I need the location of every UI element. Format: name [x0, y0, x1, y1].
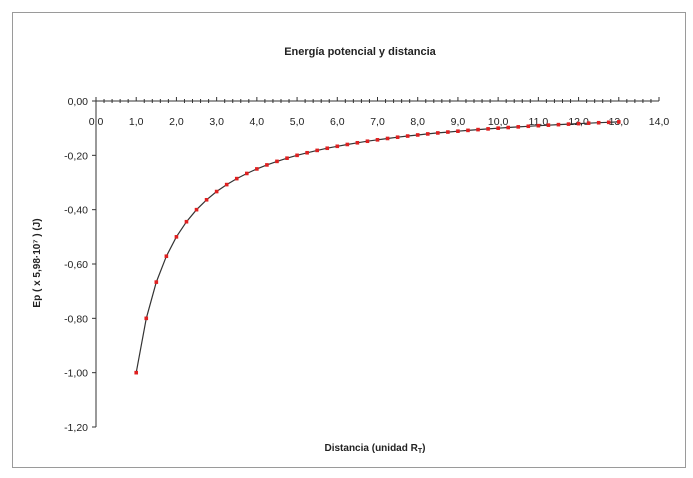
data-point	[164, 254, 169, 259]
data-point	[184, 219, 189, 224]
y-tick-label: -0,20	[64, 150, 88, 162]
y-tick-labels: 0,00 -0,20 -0,40 -0,60 -0,80 -1,00 -1,20	[64, 96, 88, 434]
x-axis-label-main: Distancia (unidad R	[325, 443, 419, 454]
series-markers	[134, 120, 621, 375]
y-tick-label: 0,00	[68, 96, 89, 108]
data-point	[616, 120, 621, 124]
data-point	[425, 132, 430, 136]
y-tick-label: -0,40	[64, 205, 88, 217]
x-tick-labels: 0,01,02,03,04,05,06,07,08,09,010,011,012…	[89, 116, 670, 128]
data-point	[245, 171, 249, 176]
y-tick-label: -0,60	[64, 259, 88, 271]
data-point	[285, 156, 289, 160]
data-point	[486, 127, 490, 131]
chart-title: Energía potencial y distancia	[284, 46, 436, 58]
data-point	[385, 136, 390, 141]
x-tick-label: 5,0	[290, 116, 305, 128]
data-point	[214, 189, 219, 194]
data-point	[596, 120, 601, 125]
x-axis-label-subscript: T	[418, 448, 423, 455]
data-point	[295, 153, 299, 158]
data-point	[476, 127, 480, 132]
data-point	[375, 138, 380, 142]
x-tick-label: 3,0	[209, 116, 224, 128]
data-point	[305, 150, 309, 155]
x-axis-label: Distancia (unidad RT)	[325, 443, 426, 455]
data-point	[566, 122, 571, 126]
x-tick-label: 8,0	[410, 116, 425, 128]
data-point	[606, 120, 611, 125]
x-tick-label: 2,0	[169, 116, 184, 128]
data-point	[275, 159, 279, 164]
data-point	[576, 121, 581, 126]
data-point	[255, 167, 259, 171]
data-point	[556, 122, 561, 127]
y-axis-label: Ep ( x 5,98·10⁷ ) (J)	[32, 218, 43, 307]
series-line	[135, 121, 619, 373]
data-point	[395, 135, 400, 140]
data-point	[345, 142, 350, 147]
x-tick-label: 14,0	[649, 116, 670, 128]
data-point	[436, 131, 440, 135]
data-point	[526, 124, 531, 129]
x-tick-label: 10,0	[488, 116, 509, 128]
data-point	[546, 123, 551, 127]
data-point	[335, 144, 340, 149]
data-point	[365, 139, 370, 144]
data-point	[456, 129, 460, 133]
data-point	[315, 148, 319, 153]
data-point	[224, 182, 229, 187]
data-point	[154, 280, 159, 284]
x-tick-label: 7,0	[370, 116, 385, 128]
data-point	[265, 163, 269, 167]
x-tick-label: 0,0	[89, 116, 104, 128]
data-point	[586, 121, 591, 125]
data-point	[516, 125, 521, 129]
data-point	[144, 316, 149, 321]
data-point	[415, 133, 420, 137]
x-tick-label: 9,0	[451, 116, 466, 128]
data-point	[466, 128, 470, 133]
y-tick-label: -1,20	[64, 422, 88, 434]
data-point	[325, 146, 330, 151]
y-tick-label: -1,00	[64, 368, 88, 380]
chart-frame	[12, 12, 686, 468]
data-point	[174, 235, 179, 239]
data-point	[194, 207, 199, 212]
data-point	[204, 197, 209, 202]
data-point	[446, 130, 450, 134]
x-tick-label: 1,0	[129, 116, 144, 128]
x-tick-label: 6,0	[330, 116, 345, 128]
data-point	[536, 123, 541, 128]
x-tick-label: 4,0	[250, 116, 265, 128]
data-point	[134, 370, 139, 375]
y-tick-label: -0,80	[64, 313, 88, 325]
x-axis-label-end: )	[422, 443, 425, 454]
axes	[92, 97, 660, 428]
data-point	[506, 125, 510, 130]
data-point	[496, 126, 500, 130]
data-point	[355, 140, 360, 145]
data-point	[405, 134, 410, 138]
data-point	[234, 176, 239, 181]
